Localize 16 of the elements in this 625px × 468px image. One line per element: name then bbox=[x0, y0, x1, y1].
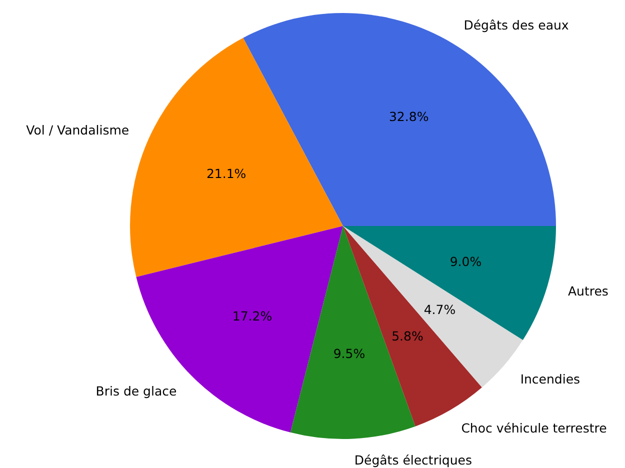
data-label: 9.0% bbox=[450, 254, 482, 269]
slice-label: Dégâts électriques bbox=[354, 452, 472, 468]
slice-label: Autres bbox=[568, 284, 608, 299]
slice-label: Choc véhicule terrestre bbox=[461, 420, 608, 436]
pie-slice bbox=[343, 226, 556, 340]
data-label: 5.8% bbox=[392, 328, 424, 344]
data-label: 4.7% bbox=[424, 302, 456, 317]
data-label: 21.1% bbox=[206, 166, 246, 182]
pie-slice bbox=[130, 38, 343, 277]
data-label: 9.5% bbox=[333, 346, 366, 362]
data-label: 17.2% bbox=[232, 308, 272, 324]
slice-label: Incendies bbox=[520, 372, 580, 387]
data-label: 32.8% bbox=[389, 108, 429, 124]
slice-label: Bris de glace bbox=[96, 383, 177, 398]
slice-label: Dégâts des eaux bbox=[464, 18, 569, 33]
slice-label: Vol / Vandalisme bbox=[26, 122, 130, 138]
